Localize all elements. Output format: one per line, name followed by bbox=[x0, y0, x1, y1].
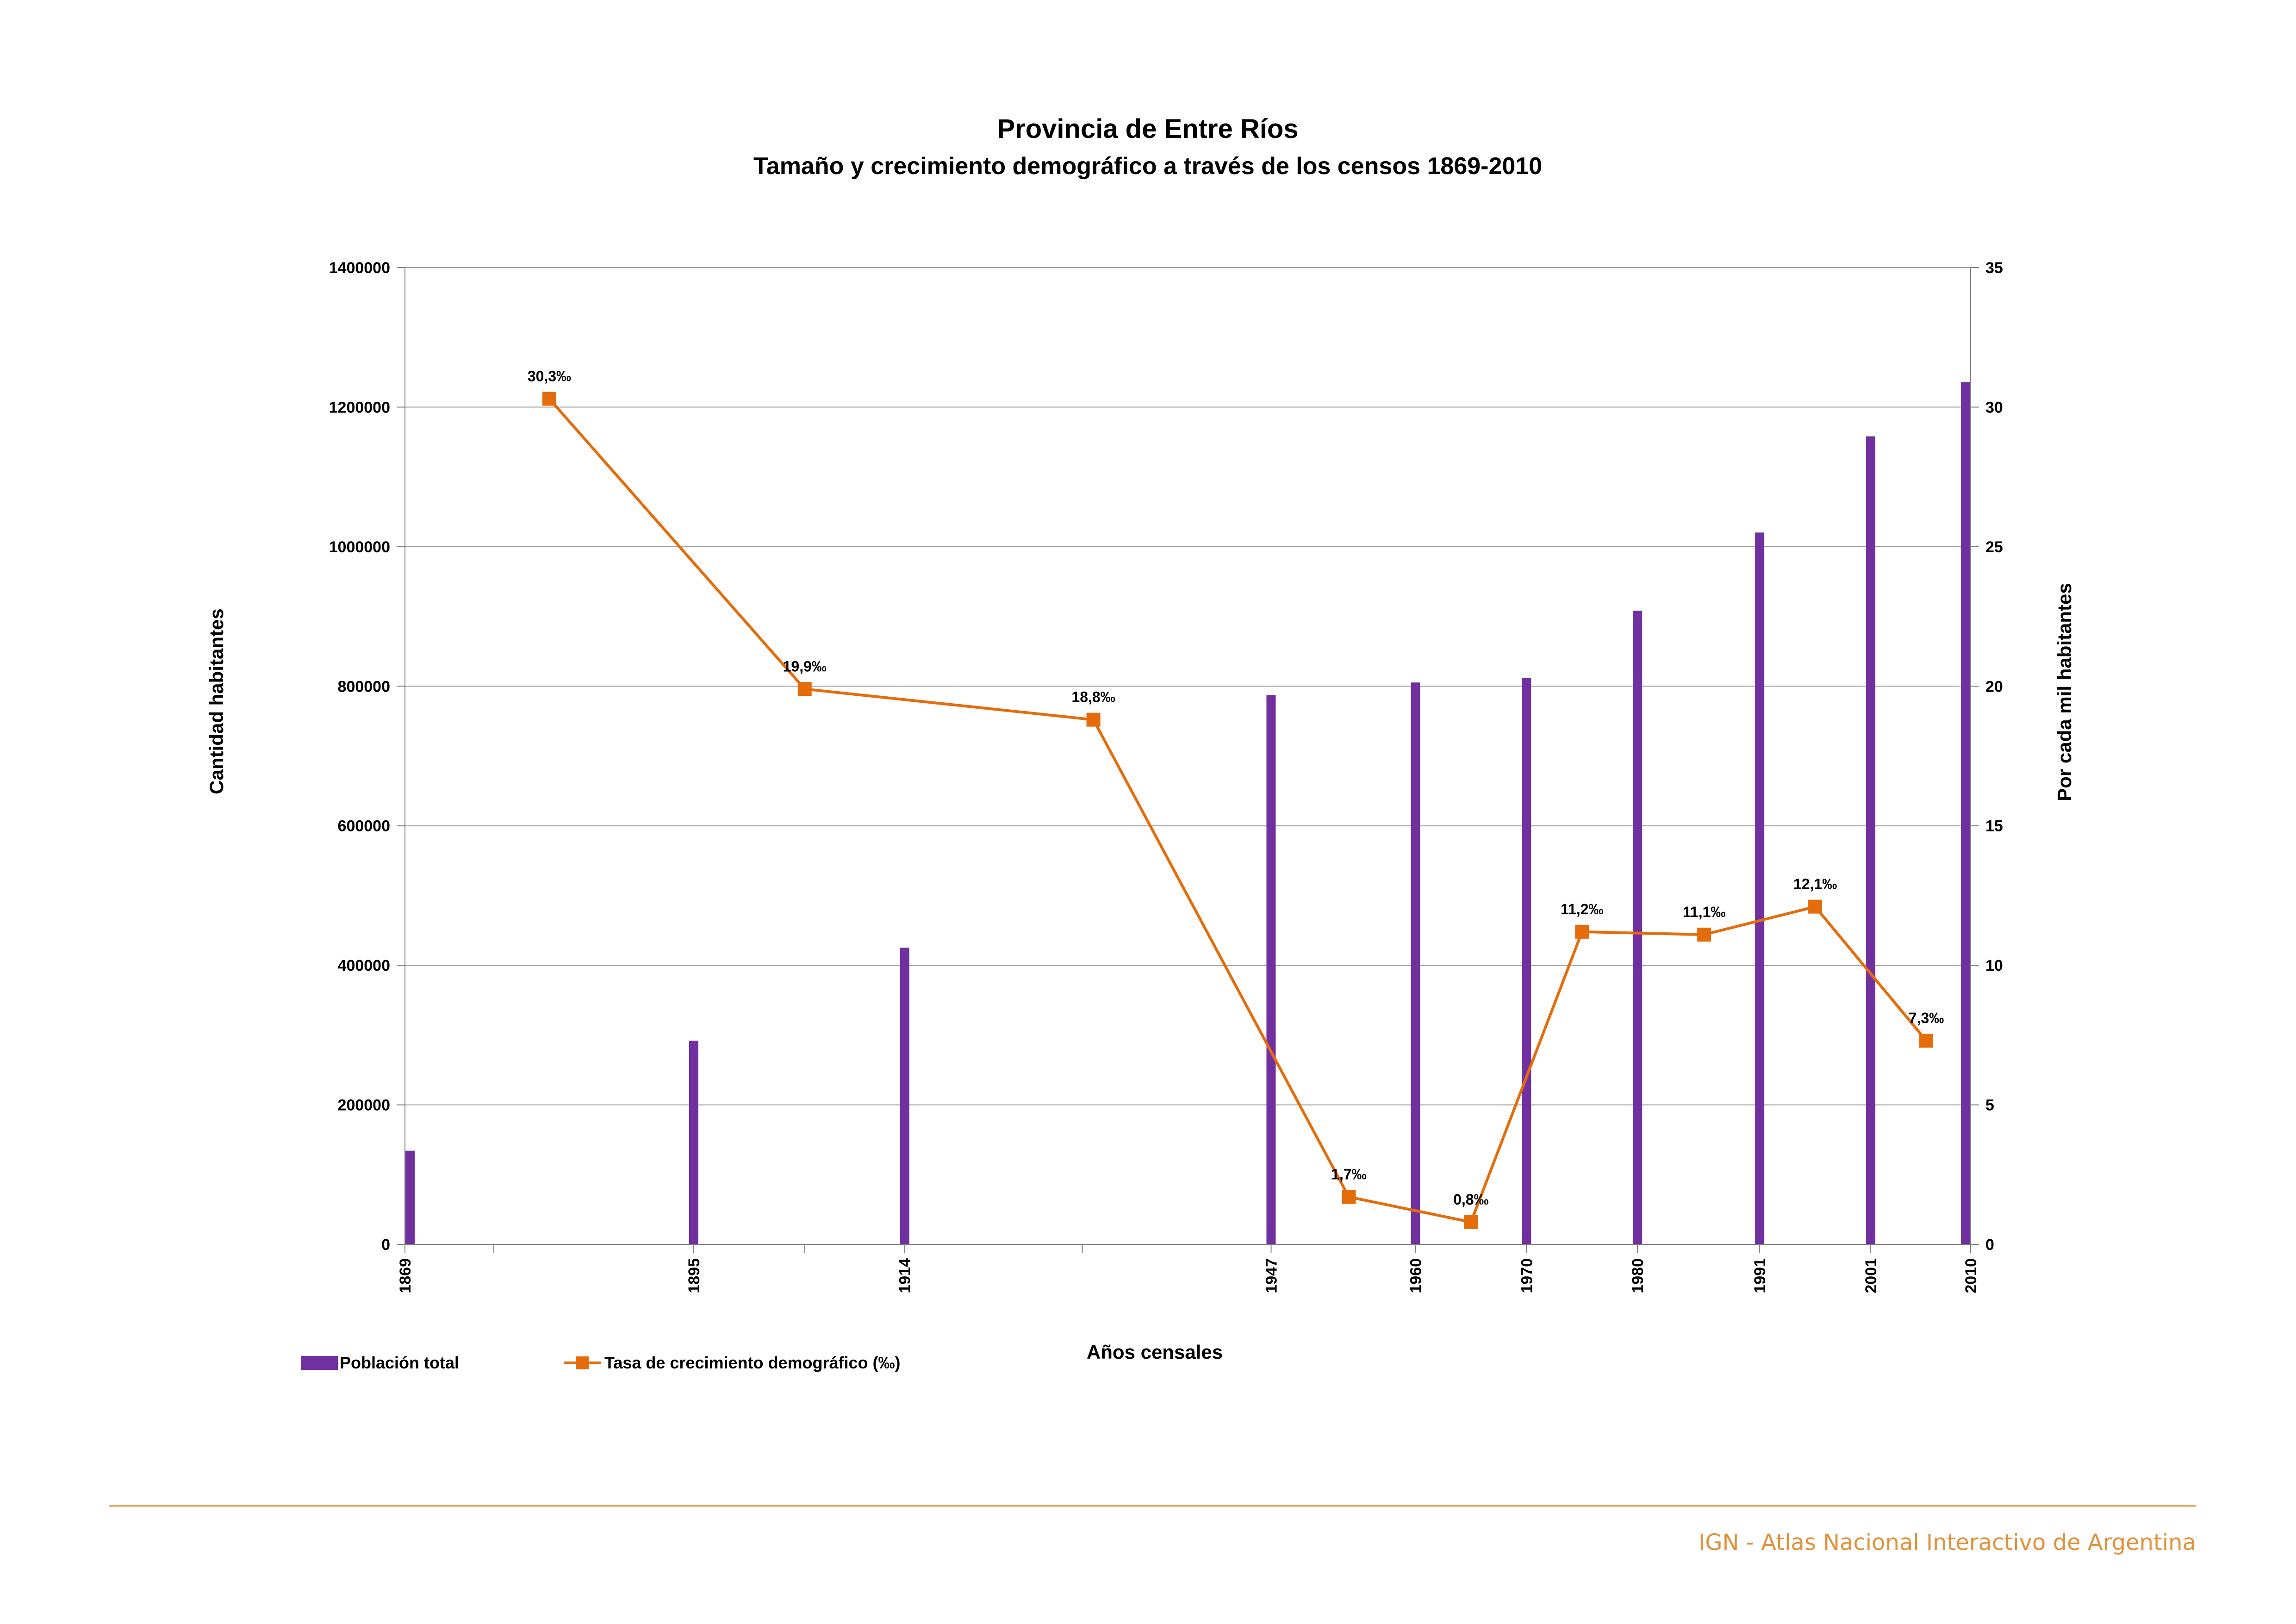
y-tick-label-left: 200000 bbox=[338, 1097, 390, 1114]
bar bbox=[689, 1040, 698, 1244]
chart-subtitle: Tamaño y crecimiento demográfico a travé… bbox=[753, 153, 1542, 180]
x-tick-label: 1914 bbox=[896, 1258, 914, 1293]
gridlines bbox=[405, 267, 1971, 1106]
bar bbox=[1411, 682, 1420, 1244]
y-tick-label-right: 5 bbox=[1985, 1097, 1994, 1114]
line-marker bbox=[1342, 1190, 1356, 1204]
y-tick-label-right: 20 bbox=[1985, 678, 2003, 695]
bar bbox=[1755, 532, 1765, 1244]
data-label: 18,8‰ bbox=[1071, 689, 1115, 706]
line-marker bbox=[1086, 712, 1101, 727]
y-tick-label-left: 400000 bbox=[338, 957, 390, 974]
bar bbox=[1961, 382, 1970, 1245]
data-label: 11,1‰ bbox=[1683, 904, 1726, 920]
y-tick-label-right: 35 bbox=[1985, 259, 2003, 277]
x-tick-label: 2010 bbox=[1962, 1258, 1980, 1293]
x-tick-label: 1960 bbox=[1407, 1258, 1425, 1293]
tick-labels: 0 0 200000 5 400000 10 600000 15 800000 20 1000000… bbox=[329, 259, 2003, 1293]
x-axis-title: Años censales bbox=[1087, 1341, 1223, 1363]
bar bbox=[405, 1150, 415, 1244]
data-label: 0,8‰ bbox=[1453, 1191, 1488, 1208]
legend-swatch-bar bbox=[301, 1356, 338, 1370]
bar bbox=[900, 947, 909, 1244]
y-tick-label-left: 600000 bbox=[338, 818, 390, 835]
line-marker bbox=[797, 682, 812, 696]
line-series: 30,3‰ 19,9‰ 18,8‰ 1,7‰ 0,8‰ 11,2‰ 11,1‰ 12,1‰ 7,… bbox=[528, 368, 1944, 1229]
line-marker bbox=[542, 392, 556, 406]
y-tick-label-right: 25 bbox=[1985, 538, 2003, 556]
legend-swatch-marker bbox=[576, 1356, 589, 1369]
legend: Población total Tasa de crecimiento demo… bbox=[301, 1353, 901, 1372]
line-marker bbox=[1575, 924, 1589, 939]
y-tick-label-left: 800000 bbox=[338, 678, 390, 695]
footer-text: IGN - Atlas Nacional Interactivo de Arge… bbox=[1699, 1530, 2196, 1555]
x-tick-label: 1980 bbox=[1629, 1258, 1647, 1293]
x-tick-label: 1947 bbox=[1263, 1258, 1280, 1293]
bar bbox=[1633, 611, 1643, 1244]
bar bbox=[1522, 678, 1531, 1244]
y-tick-label-right: 0 bbox=[1985, 1236, 1994, 1254]
x-tick-label: 2001 bbox=[1862, 1258, 1880, 1293]
y-tick-label-right: 10 bbox=[1985, 957, 2003, 974]
line-marker bbox=[1808, 899, 1823, 914]
data-label: 1,7‰ bbox=[1331, 1166, 1366, 1183]
y-tick-label-left: 1000000 bbox=[329, 538, 390, 556]
y-tick-label-right: 15 bbox=[1985, 818, 2003, 835]
chart-title: Provincia de Entre Ríos bbox=[997, 114, 1298, 144]
x-tick-label: 1970 bbox=[1518, 1258, 1536, 1293]
bar bbox=[1266, 695, 1276, 1244]
x-tick-label: 1869 bbox=[397, 1258, 414, 1293]
data-label: 19,9‰ bbox=[783, 658, 827, 675]
x-tick-label: 1895 bbox=[685, 1258, 703, 1293]
data-label: 11,2‰ bbox=[1561, 901, 1604, 918]
legend-label-bar: Población total bbox=[340, 1353, 459, 1372]
line-marker bbox=[1464, 1215, 1478, 1229]
y-tick-label-left: 0 bbox=[381, 1236, 390, 1254]
line-marker bbox=[1697, 927, 1711, 942]
line-path bbox=[548, 398, 1928, 1224]
axes bbox=[397, 267, 1979, 1253]
x-tick-label: 1991 bbox=[1751, 1258, 1769, 1293]
bar bbox=[1866, 436, 1876, 1244]
y-tick-label-left: 1200000 bbox=[329, 399, 390, 416]
bar-series bbox=[405, 382, 1970, 1245]
y-tick-label-right: 30 bbox=[1985, 399, 2003, 416]
data-label: 12,1‰ bbox=[1793, 876, 1837, 893]
legend-label-line: Tasa de crecimiento demográfico (‰) bbox=[604, 1353, 901, 1372]
y-axis-left-title: Cantidad habitantes bbox=[205, 608, 227, 794]
line-marker bbox=[1919, 1033, 1934, 1048]
y-tick-label-left: 1400000 bbox=[329, 259, 390, 277]
data-label: 7,3‰ bbox=[1909, 1010, 1944, 1026]
y-axis-right-title: Por cada mil habitantes bbox=[2053, 583, 2075, 801]
data-label: 30,3‰ bbox=[528, 368, 571, 384]
